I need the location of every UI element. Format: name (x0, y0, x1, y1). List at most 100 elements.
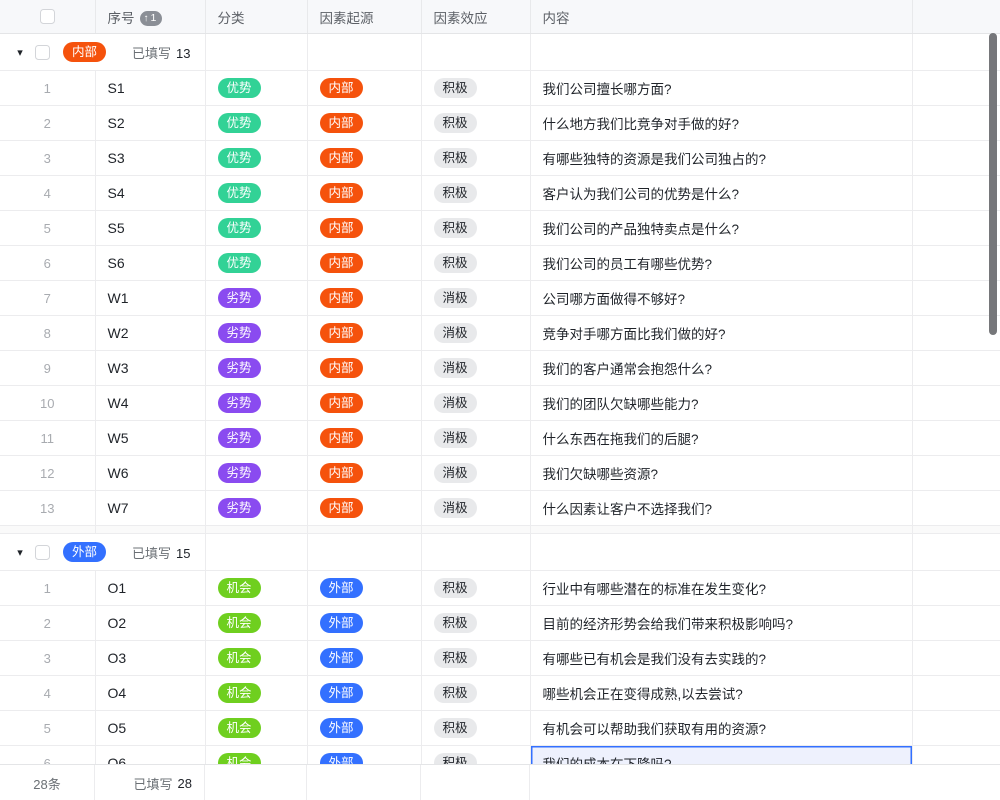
cell-origin[interactable]: 外部 (307, 570, 422, 606)
cell-effect[interactable]: 积极 (421, 175, 531, 211)
table-row[interactable]: 6 S6 优势 内部 积极 我们公司的员工有哪些优势? (0, 245, 1000, 281)
cell-seq[interactable]: O6 (95, 745, 206, 765)
header-select-all-cell[interactable] (0, 0, 96, 34)
cell-seq[interactable]: W7 (95, 490, 206, 526)
cell-seq[interactable]: O3 (95, 640, 206, 676)
cell-effect[interactable]: 积极 (421, 210, 531, 246)
table-row[interactable]: 5 O5 机会 外部 积极 有机会可以帮助我们获取有用的资源? (0, 710, 1000, 746)
cell-seq[interactable]: S3 (95, 140, 206, 176)
cell-seq[interactable]: S2 (95, 105, 206, 141)
cell-category[interactable]: 优势 (205, 245, 308, 281)
cell-category[interactable]: 机会 (205, 640, 308, 676)
header-col-category[interactable]: 分类 (205, 0, 308, 34)
cell-origin[interactable]: 外部 (307, 745, 422, 765)
cell-content[interactable]: 竞争对手哪方面比我们做的好? (530, 315, 913, 351)
cell-origin[interactable]: 内部 (307, 70, 422, 106)
cell-seq[interactable]: O4 (95, 675, 206, 711)
cell-effect[interactable]: 积极 (421, 105, 531, 141)
cell-effect[interactable]: 消极 (421, 455, 531, 491)
table-row[interactable]: 12 W6 劣势 内部 消极 我们欠缺哪些资源? (0, 455, 1000, 491)
cell-origin[interactable]: 外部 (307, 675, 422, 711)
cell-effect[interactable]: 消极 (421, 385, 531, 421)
cell-category[interactable]: 优势 (205, 210, 308, 246)
table-row[interactable]: 3 O3 机会 外部 积极 有哪些已有机会是我们没有去实践的? (0, 640, 1000, 676)
cell-content[interactable]: 公司哪方面做得不够好? (530, 280, 913, 316)
cell-category[interactable]: 机会 (205, 605, 308, 641)
cell-origin[interactable]: 内部 (307, 175, 422, 211)
table-row[interactable]: 6 O6 机会 外部 积极 我们的成本在下降吗? (0, 745, 1000, 765)
group-header-row[interactable]: ▾ 内部 已填写 13 (0, 33, 1000, 71)
table-row[interactable]: 13 W7 劣势 内部 消极 什么因素让客户不选择我们? (0, 490, 1000, 526)
row-number-cell[interactable]: 5 (0, 210, 96, 246)
cell-origin[interactable]: 外部 (307, 605, 422, 641)
cell-seq[interactable]: O1 (95, 570, 206, 606)
cell-content[interactable]: 什么东西在拖我们的后腿? (530, 420, 913, 456)
cell-content[interactable]: 客户认为我们公司的优势是什么? (530, 175, 913, 211)
table-row[interactable]: 8 W2 劣势 内部 消极 竞争对手哪方面比我们做的好? (0, 315, 1000, 351)
cell-category[interactable]: 劣势 (205, 455, 308, 491)
cell-origin[interactable]: 内部 (307, 420, 422, 456)
cell-origin[interactable]: 内部 (307, 210, 422, 246)
table-row[interactable]: 5 S5 优势 内部 积极 我们公司的产品独特卖点是什么? (0, 210, 1000, 246)
header-col-seq[interactable]: 序号 ↑ 1 (95, 0, 206, 34)
cell-origin[interactable]: 内部 (307, 315, 422, 351)
cell-content[interactable]: 什么地方我们比竞争对手做的好? (530, 105, 913, 141)
cell-content[interactable]: 我们欠缺哪些资源? (530, 455, 913, 491)
cell-content[interactable]: 我们的成本在下降吗? (530, 745, 913, 765)
table-row[interactable]: 1 S1 优势 内部 积极 我们公司擅长哪方面? (0, 70, 1000, 106)
cell-seq[interactable]: W1 (95, 280, 206, 316)
row-number-cell[interactable]: 2 (0, 605, 96, 641)
table-row[interactable]: 1 O1 机会 外部 积极 行业中有哪些潜在的标准在发生变化? (0, 570, 1000, 606)
cell-content[interactable]: 有哪些独特的资源是我们公司独占的? (530, 140, 913, 176)
cell-seq[interactable]: W6 (95, 455, 206, 491)
cell-effect[interactable]: 消极 (421, 315, 531, 351)
header-col-effect[interactable]: 因素效应 (421, 0, 531, 34)
cell-seq[interactable]: W4 (95, 385, 206, 421)
header-col-origin[interactable]: 因素起源 (307, 0, 422, 34)
cell-content[interactable]: 我们的团队欠缺哪些能力? (530, 385, 913, 421)
cell-effect[interactable]: 积极 (421, 640, 531, 676)
cell-category[interactable]: 机会 (205, 745, 308, 765)
cell-content[interactable]: 哪些机会正在变得成熟,以去尝试? (530, 675, 913, 711)
row-number-cell[interactable]: 8 (0, 315, 96, 351)
table-row[interactable]: 2 S2 优势 内部 积极 什么地方我们比竞争对手做的好? (0, 105, 1000, 141)
cell-effect[interactable]: 消极 (421, 420, 531, 456)
cell-category[interactable]: 机会 (205, 570, 308, 606)
cell-seq[interactable]: S6 (95, 245, 206, 281)
select-all-checkbox[interactable] (39, 9, 55, 24)
cell-origin[interactable]: 内部 (307, 385, 422, 421)
cell-content[interactable]: 我们的客户通常会抱怨什么? (530, 350, 913, 386)
cell-effect[interactable]: 积极 (421, 710, 531, 746)
cell-content[interactable]: 我们公司的员工有哪些优势? (530, 245, 913, 281)
row-number-cell[interactable]: 12 (0, 455, 96, 491)
cell-origin[interactable]: 内部 (307, 490, 422, 526)
cell-effect[interactable]: 积极 (421, 605, 531, 641)
row-number-cell[interactable]: 3 (0, 140, 96, 176)
row-number-cell[interactable]: 9 (0, 350, 96, 386)
collapse-caret-icon[interactable]: ▾ (17, 46, 23, 59)
table-row[interactable]: 10 W4 劣势 内部 消极 我们的团队欠缺哪些能力? (0, 385, 1000, 421)
row-number-cell[interactable]: 7 (0, 280, 96, 316)
cell-seq[interactable]: W3 (95, 350, 206, 386)
cell-category[interactable]: 劣势 (205, 420, 308, 456)
cell-origin[interactable]: 内部 (307, 245, 422, 281)
header-col-add[interactable] (912, 0, 1000, 34)
cell-seq[interactable]: S4 (95, 175, 206, 211)
row-number-cell[interactable]: 4 (0, 175, 96, 211)
row-number-cell[interactable]: 5 (0, 710, 96, 746)
group-header-cell[interactable]: ▾ 内部 已填写 13 (0, 33, 206, 71)
table-row[interactable]: 3 S3 优势 内部 积极 有哪些独特的资源是我们公司独占的? (0, 140, 1000, 176)
cell-seq[interactable]: O2 (95, 605, 206, 641)
table-row[interactable]: 7 W1 劣势 内部 消极 公司哪方面做得不够好? (0, 280, 1000, 316)
cell-effect[interactable]: 积极 (421, 245, 531, 281)
header-col-content[interactable]: 内容 (530, 0, 913, 34)
group-select-checkbox[interactable] (35, 44, 50, 60)
cell-seq[interactable]: O5 (95, 710, 206, 746)
row-number-cell[interactable]: 13 (0, 490, 96, 526)
row-number-cell[interactable]: 10 (0, 385, 96, 421)
table-row[interactable]: 4 O4 机会 外部 积极 哪些机会正在变得成熟,以去尝试? (0, 675, 1000, 711)
cell-origin[interactable]: 外部 (307, 640, 422, 676)
cell-category[interactable]: 机会 (205, 710, 308, 746)
row-number-cell[interactable]: 1 (0, 70, 96, 106)
cell-effect[interactable]: 积极 (421, 140, 531, 176)
